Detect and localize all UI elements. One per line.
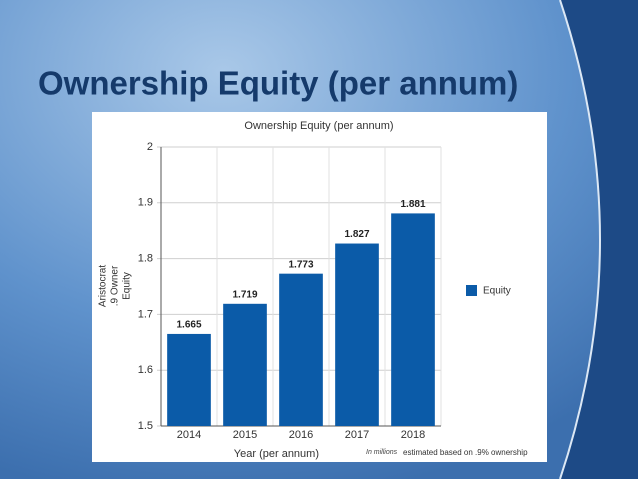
- y-axis-label-line: .9 Owner: [110, 265, 121, 306]
- y-tick-label: 2: [147, 141, 153, 153]
- x-tick-label: 2016: [289, 429, 313, 441]
- x-tick-label: 2014: [177, 429, 201, 441]
- plot-area: 1.5 1.6 1.7 1.8 1.9 2 2014 2015 2016 2017 2018 1.66…: [138, 141, 511, 441]
- x-tick-label: 2015: [233, 429, 257, 441]
- data-label: 1.719: [232, 289, 257, 300]
- y-axis-label-line: Equity: [122, 272, 133, 300]
- y-tick-label: 1.5: [138, 420, 153, 432]
- bar: [167, 333, 211, 426]
- slide-title: Ownership Equity (per annum): [38, 65, 518, 102]
- y-tick-label: 1.9: [138, 197, 153, 209]
- x-axis-label: Year (per annum): [234, 448, 319, 460]
- chart-title: Ownership Equity (per annum): [244, 120, 393, 132]
- annotation: In millions: [366, 449, 398, 456]
- x-tick-label: 2017: [345, 429, 369, 441]
- annotation: estimated based on .9% ownership: [403, 448, 528, 457]
- data-label: 1.773: [288, 259, 313, 270]
- bar: [279, 273, 323, 426]
- y-axis-label-line: Aristocrat: [98, 265, 109, 307]
- x-tick-label: 2018: [401, 429, 425, 441]
- bar: [335, 243, 379, 426]
- legend-label: Equity: [483, 286, 511, 297]
- data-label: 1.665: [176, 320, 201, 331]
- decorative-line: [559, 0, 601, 480]
- data-label: 1.881: [400, 199, 425, 210]
- legend-swatch: [466, 285, 477, 296]
- decorative-curve: [560, 0, 638, 479]
- bar: [223, 303, 267, 426]
- y-tick-label: 1.8: [138, 253, 153, 265]
- y-tick-label: 1.7: [138, 308, 153, 320]
- data-label: 1.827: [344, 229, 369, 240]
- y-tick-label: 1.6: [138, 364, 153, 376]
- y-axis-label: Aristocrat .9 Owner Equity: [98, 265, 133, 307]
- bar: [391, 213, 435, 426]
